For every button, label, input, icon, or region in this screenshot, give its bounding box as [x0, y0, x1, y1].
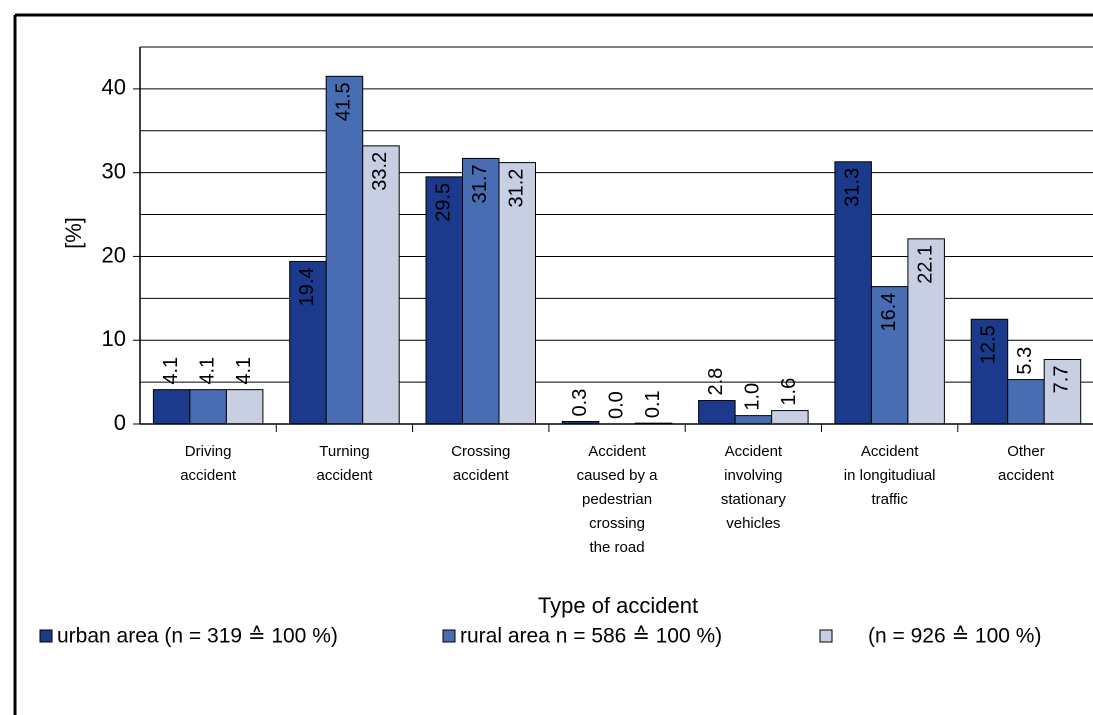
bar [698, 400, 736, 425]
value-label: 0.1 [642, 390, 664, 418]
bar [1043, 358, 1082, 425]
legend-label: (n = 926 ≙ 100 %) [868, 625, 1041, 648]
value-label: 0.3 [569, 389, 591, 417]
bar [152, 389, 191, 425]
x-tick-label: Accident [725, 443, 783, 460]
bar [498, 162, 536, 425]
value-label: 31.2 [506, 169, 528, 208]
bar [907, 238, 945, 425]
bar [870, 286, 909, 425]
value-label: 12.5 [978, 325, 1000, 364]
value-label: 31.7 [469, 164, 491, 203]
x-tick-label: accident [998, 467, 1055, 484]
value-label: 4.1 [233, 357, 255, 385]
value-label: 7.7 [1051, 365, 1073, 393]
legend-swatch [819, 629, 833, 643]
value-label: 1.0 [742, 383, 764, 411]
bar [834, 161, 872, 425]
x-axis-label: Type of accident [538, 593, 698, 618]
x-tick-label: traffic [871, 491, 908, 508]
x-tick-label: Crossing [451, 443, 510, 460]
y-axis-label: [%] [61, 217, 86, 249]
legend-label: rural area n = 586 ≙ 100 %) [460, 625, 722, 648]
legend-swatch [442, 629, 456, 643]
value-label: 41.5 [333, 82, 355, 121]
x-tick-label: pedestrian [582, 491, 652, 508]
bar [325, 75, 364, 425]
y-tick-label: 20 [102, 242, 126, 267]
legend-swatch [39, 629, 53, 643]
value-label: 31.3 [841, 168, 863, 207]
value-label: 19.4 [296, 267, 318, 306]
x-tick-label: Driving [185, 443, 232, 460]
value-label: 2.8 [705, 368, 727, 396]
x-tick-label: accident [180, 467, 237, 484]
x-tick-label: accident [317, 467, 374, 484]
value-label: 29.5 [433, 183, 455, 222]
x-tick-label: Accident [588, 443, 646, 460]
y-tick-label: 30 [102, 158, 126, 183]
bar [362, 145, 400, 425]
value-label: 0.0 [605, 391, 627, 419]
bar [425, 176, 463, 425]
x-tick-label: accident [453, 467, 510, 484]
bar [289, 260, 327, 425]
x-tick-label: caused by a [577, 467, 659, 484]
bar [771, 410, 809, 425]
bar [1007, 379, 1045, 425]
value-label: 5.3 [1014, 347, 1036, 375]
x-tick-label: the road [590, 539, 645, 556]
value-label: 16.4 [878, 293, 900, 332]
bar [189, 389, 227, 425]
x-tick-label: in longitudiual [844, 467, 936, 484]
legend-label: urban area (n = 319 ≙ 100 %) [57, 625, 338, 648]
value-label: 22.1 [914, 245, 936, 284]
y-tick-label: 10 [102, 326, 126, 351]
x-tick-label: crossing [589, 515, 645, 532]
value-label: 1.6 [778, 378, 800, 406]
bar [970, 318, 1009, 425]
y-tick-label: 0 [114, 410, 126, 435]
x-tick-label: vehicles [726, 515, 780, 532]
x-tick-label: involving [724, 467, 782, 484]
value-label: 33.2 [369, 152, 391, 191]
value-label: 4.1 [160, 357, 182, 385]
x-tick-label: Other [1007, 443, 1045, 460]
x-tick-label: Accident [861, 443, 919, 460]
value-label: 4.1 [196, 357, 218, 385]
y-tick-label: 40 [102, 75, 126, 100]
x-tick-label: Turning [319, 443, 369, 460]
bar [225, 389, 264, 425]
x-tick-label: stationary [721, 491, 787, 508]
bar [734, 415, 773, 425]
